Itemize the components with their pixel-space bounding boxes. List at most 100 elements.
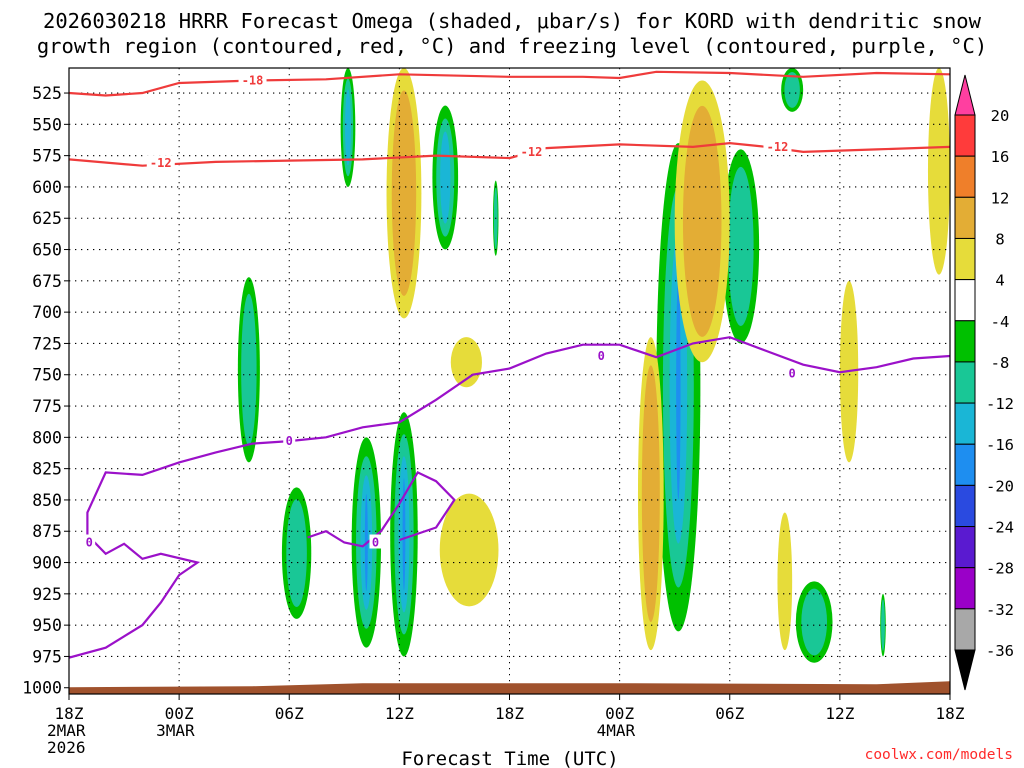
omega-positive-region-15-level-1 — [682, 105, 722, 337]
contour-label-bg-8 — [369, 534, 382, 549]
omega-negative-region-11-level-1 — [881, 599, 885, 651]
y-tick-label-725: 725 — [32, 334, 62, 353]
y-tick-label-650: 650 — [32, 241, 62, 260]
omega-negative-region-5-level-2 — [440, 131, 451, 224]
omega-negative-region-0-level-2 — [345, 89, 351, 166]
colorbar-label-12: -32 — [986, 601, 1014, 619]
colorbar-label-5: -4 — [991, 313, 1010, 331]
colorbar-band-8 — [954, 443, 976, 486]
contour-label-bg-3 — [763, 138, 792, 153]
colorbar-band-4 — [954, 279, 976, 322]
colorbar-label-3: 8 — [995, 230, 1004, 248]
omega-negative-region-8-level-1 — [727, 166, 754, 326]
omega-negative-region-2-level-1 — [286, 499, 307, 608]
omega-positive-region-18-level-0 — [927, 68, 950, 275]
contour-label-0: -18 — [242, 74, 264, 88]
freezing-level-contour — [69, 336, 950, 659]
colorbar-label-1: 16 — [991, 148, 1010, 166]
omega-positive-region-14-level-0 — [439, 493, 499, 607]
omega-negative-region-10-level-1 — [801, 588, 828, 656]
colorbar-label-8: -16 — [986, 436, 1014, 454]
omega-positive-region-16-level-1 — [641, 365, 660, 623]
colorbar-label-11: -28 — [986, 560, 1014, 578]
contour-label-bg-2 — [517, 143, 546, 158]
omega-negative-region-7-level-3 — [676, 274, 681, 500]
colorbar-label-13: -36 — [986, 642, 1014, 660]
y-tick-label-950: 950 — [32, 616, 62, 635]
contour-label-6: 0 — [598, 349, 605, 363]
y-tick-label-600: 600 — [32, 178, 62, 197]
y-tick-label-625: 625 — [32, 209, 62, 228]
x-tick-label-1: 00Z — [165, 704, 194, 723]
colorbar-label-6: -8 — [991, 354, 1010, 372]
contour-lines: -18 -12 -12 -12 0 0 0 0 0 — [69, 70, 950, 659]
colorbar-label-0: 20 — [991, 107, 1010, 125]
contour-label-7: 0 — [789, 366, 796, 380]
contour-label-2: -12 — [521, 145, 543, 159]
contour-label-3: -12 — [767, 140, 789, 154]
colorbar-band-6 — [954, 361, 976, 404]
x-tick-label-3: 12Z — [385, 704, 414, 723]
colorbar-band-12 — [954, 608, 976, 651]
x-axis-title: Forecast Time (UTC) — [401, 748, 618, 768]
x-date-label-5: 4MAR — [597, 721, 636, 740]
colorbar: 20 16 12 8 4 -4 -8 -12 -16 -20 -24 -28 -32 -36 — [954, 74, 1014, 691]
colorbar-band-2 — [954, 196, 976, 239]
colorbar-label-10: -24 — [986, 519, 1014, 537]
x-tick-label-0: 18Z — [55, 704, 84, 723]
contour-label-bg-1 — [146, 155, 175, 170]
contour-label-bg-0 — [238, 72, 267, 87]
y-tick-label-525: 525 — [32, 84, 62, 103]
x-tick-label-6: 06Z — [715, 704, 744, 723]
contour-label-1: -12 — [150, 156, 172, 170]
chart-title-line-1: 2026030218 HRRR Forecast Omega (shaded, … — [43, 9, 982, 33]
x-tick-label-7: 12Z — [825, 704, 854, 723]
gridlines — [69, 68, 950, 694]
x-tick-label-8: 18Z — [936, 704, 965, 723]
colorbar-label-9: -20 — [986, 477, 1014, 495]
x-date-label-0: 2MAR — [47, 721, 86, 740]
y-tick-label-675: 675 — [32, 272, 62, 291]
contour-label-bg-4 — [83, 534, 96, 549]
y-tick-label-1000: 1000 — [22, 679, 62, 698]
colorbar-band-11 — [954, 567, 976, 610]
y-tick-label-775: 775 — [32, 397, 62, 416]
y-tick-label-800: 800 — [32, 428, 62, 447]
y-tick-label-850: 850 — [32, 491, 62, 510]
omega-positive-region-12-level-1 — [391, 90, 417, 296]
y-tick-label-925: 925 — [32, 585, 62, 604]
colorbar-band-5 — [954, 320, 976, 363]
colorbar-label-2: 12 — [991, 189, 1010, 207]
contour-label-8: 0 — [372, 536, 379, 550]
y-tick-label-900: 900 — [32, 554, 62, 573]
y-tick-label-825: 825 — [32, 460, 62, 479]
omega-negative-region-1-level-1 — [241, 293, 257, 446]
ground-fill — [69, 681, 950, 694]
y-tick-label-550: 550 — [32, 115, 62, 134]
colorbar-band-3 — [954, 237, 976, 281]
omega-negative-region-9-level-1 — [784, 71, 800, 108]
x-year-label: 2026 — [47, 738, 86, 757]
x-tick-label-5: 00Z — [605, 704, 634, 723]
y-tick-label-975: 975 — [32, 647, 62, 666]
colorbar-label-7: -12 — [986, 395, 1014, 413]
x-tick-label-4: 18Z — [495, 704, 524, 723]
x-date-label-1: 3MAR — [156, 721, 195, 740]
contour-label-4: 0 — [86, 536, 93, 550]
contour-label-bg-7 — [786, 365, 799, 380]
y-tick-label-875: 875 — [32, 522, 62, 541]
y-tick-label-575: 575 — [32, 147, 62, 166]
ground-surface — [69, 681, 950, 694]
colorbar-bottom-arrow — [954, 649, 976, 691]
y-tick-label-750: 750 — [32, 366, 62, 385]
freezing-level-contour-branch — [307, 470, 456, 548]
colorbar-band-10 — [954, 526, 976, 569]
omega-shading — [237, 68, 950, 663]
colorbar-band-1 — [954, 155, 976, 198]
y-tick-label-700: 700 — [32, 303, 62, 322]
colorbar-top-arrow — [954, 74, 976, 116]
omega-positive-region-19-level-0 — [777, 512, 793, 651]
colorbar-label-4: 4 — [995, 272, 1004, 290]
omega-negative-region-4-level-3 — [402, 478, 406, 591]
